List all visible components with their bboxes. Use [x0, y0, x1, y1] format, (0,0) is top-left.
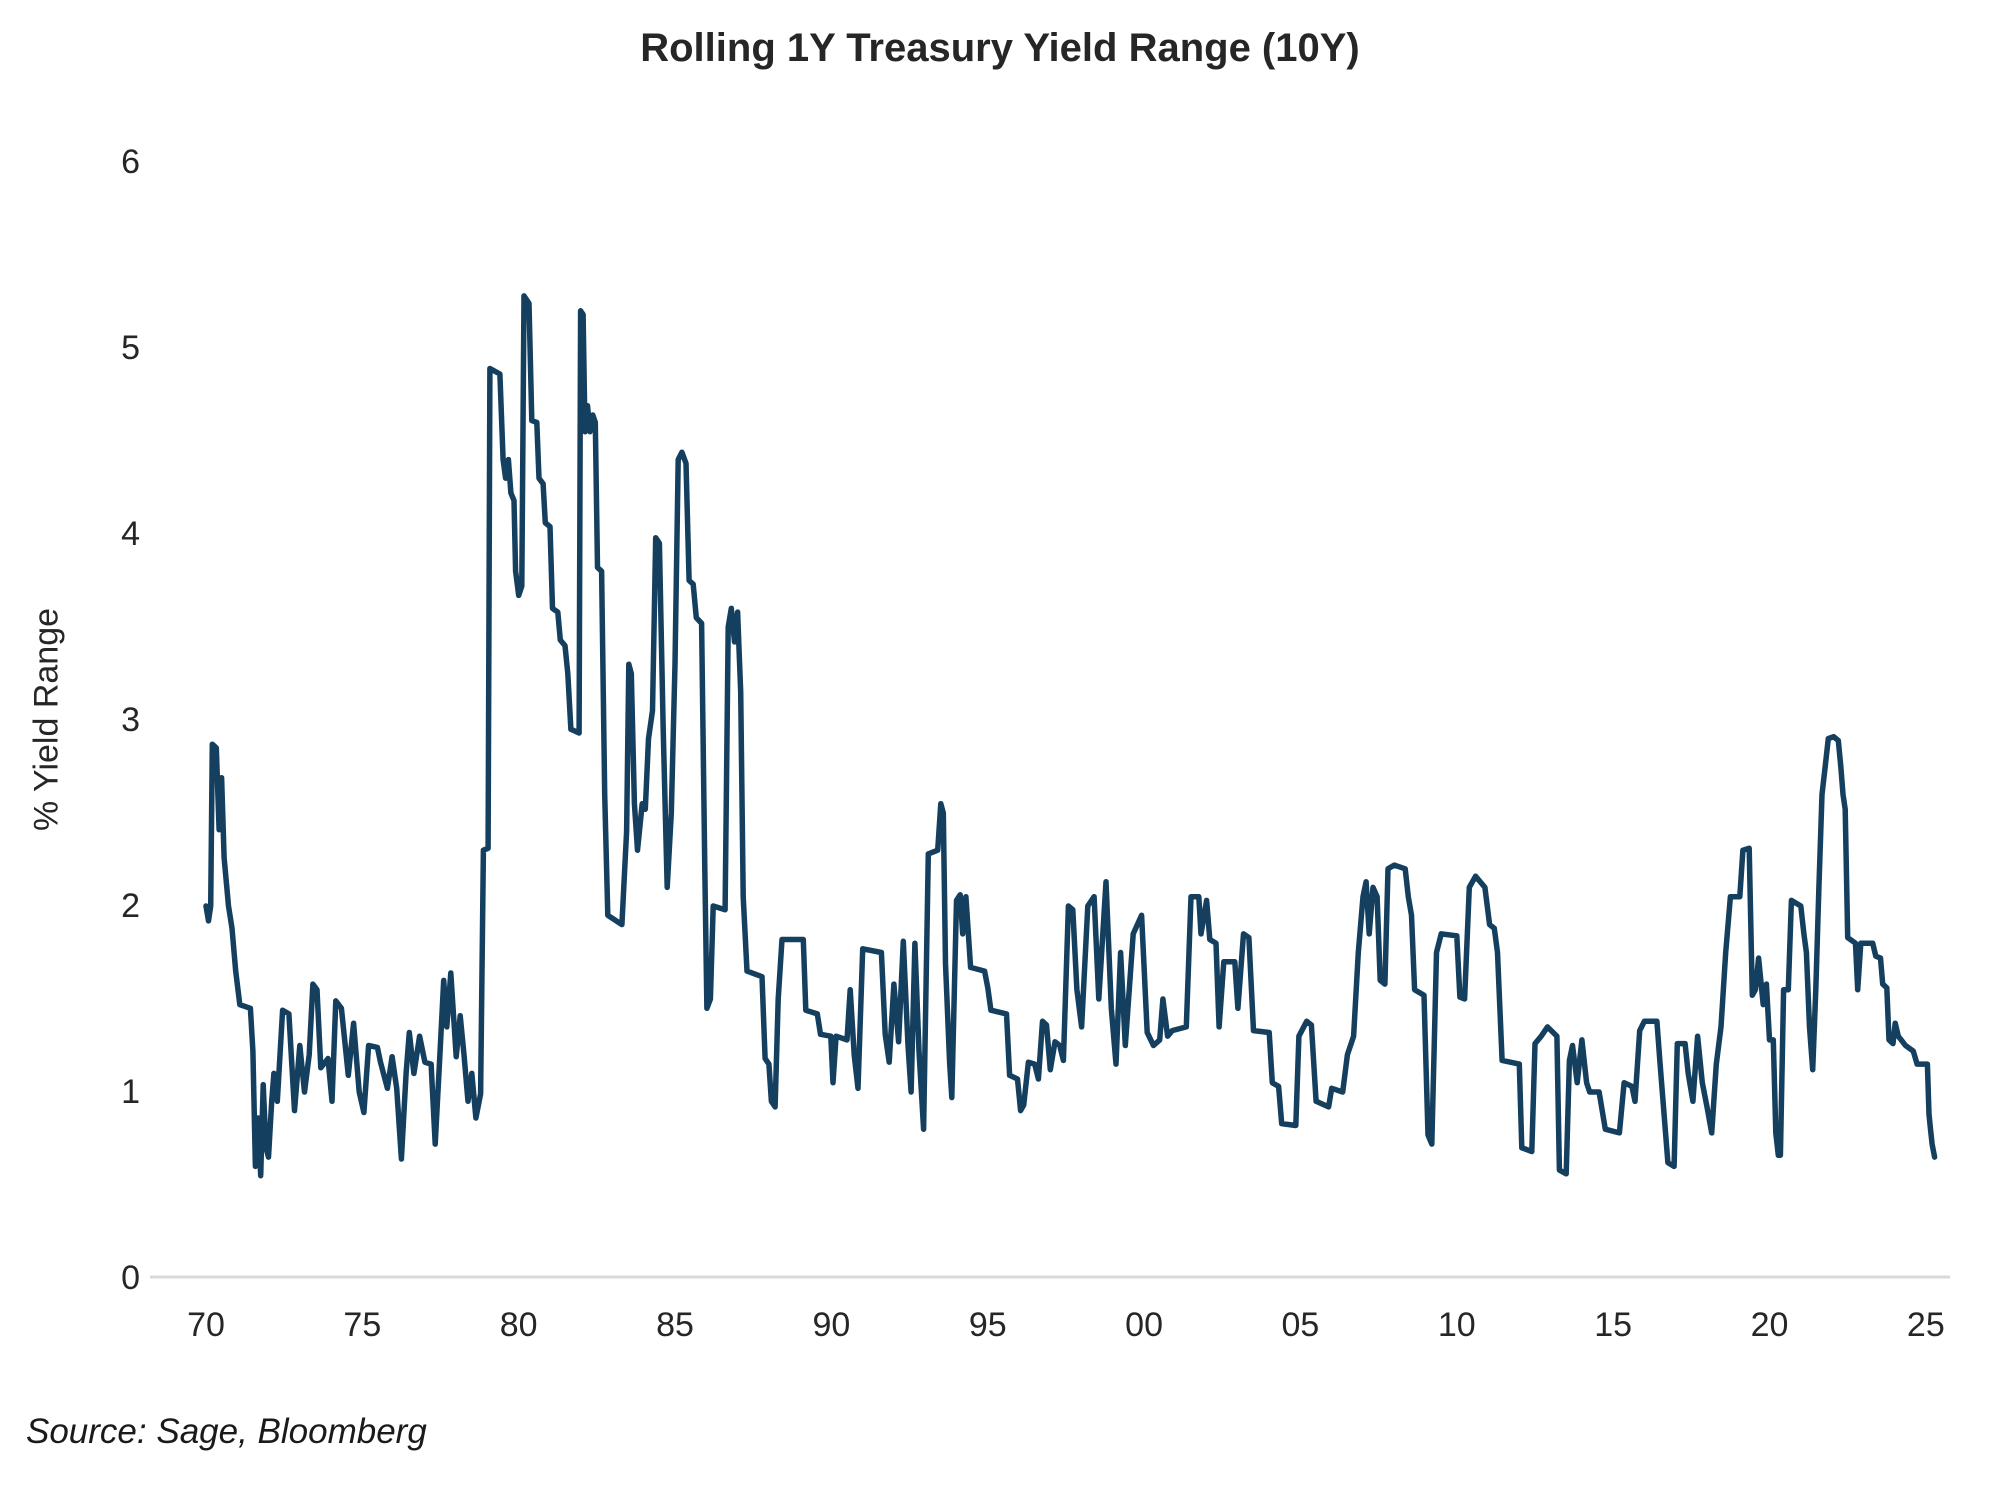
- x-tick-label: 10: [1437, 1306, 1476, 1344]
- x-tick-label: 90: [812, 1306, 851, 1344]
- y-tick-label: 4: [121, 515, 140, 553]
- y-tick-label: 1: [121, 1073, 140, 1111]
- y-tick-label: 6: [121, 143, 140, 181]
- y-axis-tick-labels: 0 1 2 3 4 5 6: [20, 0, 140, 1500]
- x-tick-label: 70: [187, 1306, 225, 1344]
- series-line: [203, 293, 1938, 1179]
- x-tick-label: 80: [499, 1306, 538, 1344]
- chart-title: Rolling 1Y Treasury Yield Range (10Y): [640, 26, 1360, 70]
- x-tick-label: 00: [1125, 1306, 1163, 1344]
- y-tick-label: 5: [121, 329, 140, 367]
- y-tick-label: 2: [121, 887, 140, 925]
- x-tick-label: 85: [656, 1306, 694, 1344]
- x-tick-label: 15: [1594, 1306, 1633, 1344]
- x-tick-label: 05: [1281, 1306, 1320, 1344]
- x-tick-label: 75: [343, 1306, 382, 1344]
- x-tick-label: 20: [1750, 1306, 1789, 1344]
- x-tick-label: 25: [1906, 1306, 1945, 1344]
- y-tick-label: 3: [121, 701, 140, 739]
- source-note: Source: Sage, Bloomberg: [26, 1412, 427, 1451]
- x-tick-label: 95: [968, 1306, 1007, 1344]
- y-tick-label: 0: [121, 1259, 140, 1297]
- x-axis-tick-labels: 70 75 80 85 90 95 00 05 10 15 20 25: [0, 1306, 2000, 1366]
